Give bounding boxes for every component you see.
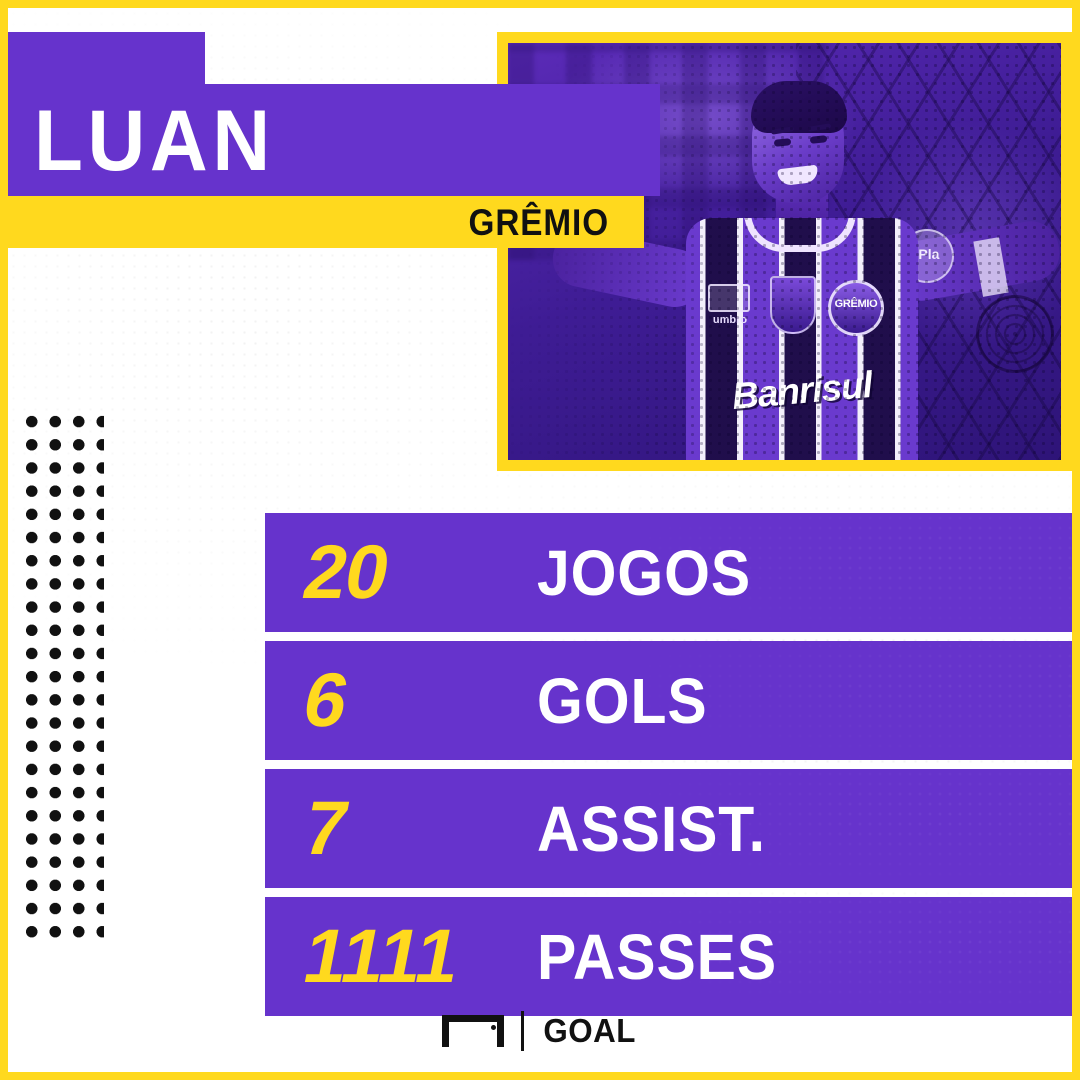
- stat-value: 1111: [296, 913, 466, 999]
- footer-logo: GOAL: [8, 1004, 1072, 1058]
- umbro-logo-icon: [708, 284, 750, 312]
- stat-row-gols: 6 GOLS: [265, 641, 1072, 760]
- stat-row-assist: 7 ASSIST.: [265, 769, 1072, 888]
- title-block-main: [8, 84, 660, 196]
- stat-label: ASSIST.: [537, 792, 766, 865]
- champion-shield-icon: [770, 276, 816, 334]
- stat-row-texture: [265, 897, 1072, 1016]
- stat-row-texture: [265, 513, 1072, 632]
- gremio-crest-label: GRÊMIO: [828, 298, 884, 310]
- poster-canvas: iPla umbro GRÊMIO Banrisul: [8, 8, 1072, 1072]
- title-block-upper: [8, 32, 205, 84]
- jersey-stripes: [686, 218, 918, 460]
- stat-value: 20: [296, 529, 396, 615]
- page-title: LUAN: [34, 93, 275, 189]
- jersey-brand-label: umbro: [704, 314, 756, 326]
- dot-grid: [20, 410, 104, 943]
- player-photo: iPla umbro GRÊMIO Banrisul: [508, 43, 1061, 460]
- goal-wordmark: GOAL: [543, 1012, 636, 1049]
- stat-label: PASSES: [537, 920, 778, 993]
- sleeve-patch-label: iPla: [900, 246, 954, 262]
- player-jersey: umbro GRÊMIO Banrisul: [686, 218, 918, 460]
- goalpost-icon: [441, 1015, 504, 1047]
- stat-row-passes: 1111 PASSES: [265, 897, 1072, 1016]
- stat-label: JOGOS: [537, 536, 752, 609]
- stat-row-texture: [265, 641, 1072, 760]
- stat-row-jogos: 20 JOGOS: [265, 513, 1072, 632]
- gremio-crest-icon: [828, 280, 884, 336]
- goalpost-registration-dot: [490, 1025, 496, 1030]
- team-name: GRÊMIO: [468, 202, 609, 243]
- player-hair: [751, 81, 847, 133]
- team-band: [8, 196, 644, 248]
- player-photo-frame: iPla umbro GRÊMIO Banrisul: [497, 32, 1072, 471]
- stats-list: 20 JOGOS 6 GOLS 7 ASSIST. 1111 PASSES: [265, 513, 1072, 1025]
- stat-label: GOLS: [537, 664, 708, 737]
- footer-divider: [520, 1011, 524, 1051]
- stat-row-texture: [265, 769, 1072, 888]
